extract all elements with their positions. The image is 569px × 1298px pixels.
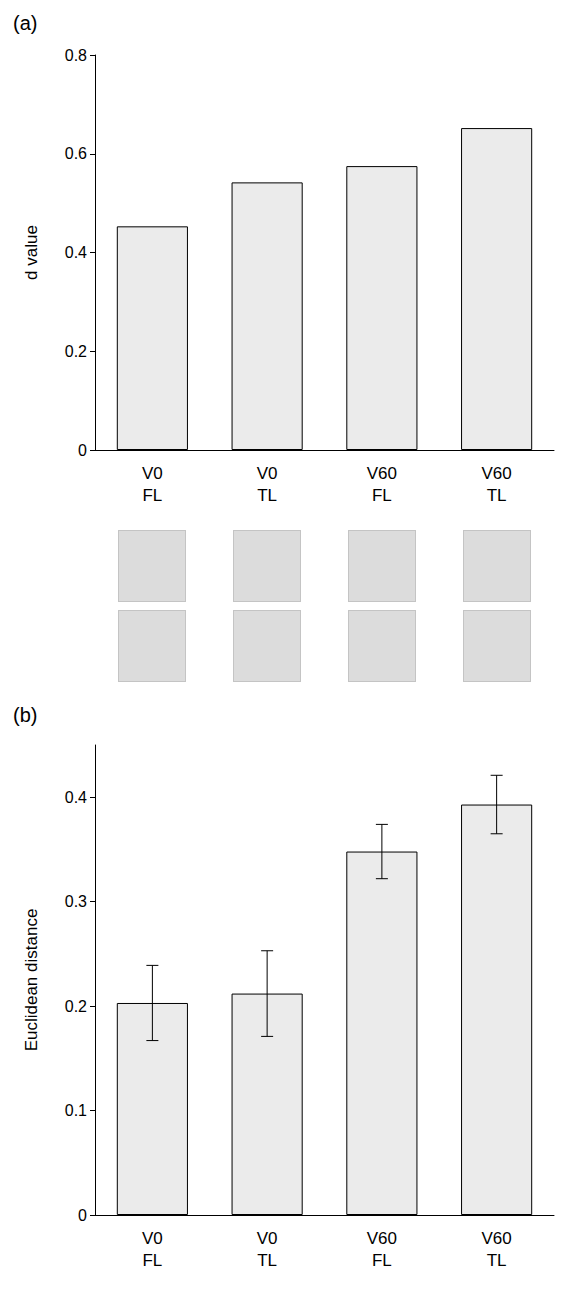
svg-text:V60: V60	[367, 464, 397, 483]
svg-text:FL: FL	[372, 1251, 392, 1270]
svg-text:TL: TL	[487, 1251, 507, 1270]
svg-text:0.2: 0.2	[65, 998, 87, 1015]
svg-text:FL: FL	[372, 486, 392, 505]
svg-text:0: 0	[78, 442, 87, 459]
svg-text:0.2: 0.2	[65, 343, 87, 360]
svg-text:V0: V0	[257, 1229, 278, 1248]
svg-text:d value: d value	[22, 225, 41, 280]
svg-text:V60: V60	[367, 1229, 397, 1248]
svg-text:V60: V60	[482, 1229, 512, 1248]
svg-text:(a): (a)	[13, 12, 37, 34]
svg-text:(b): (b)	[13, 704, 37, 726]
svg-text:V0: V0	[142, 464, 163, 483]
svg-text:0.3: 0.3	[65, 893, 87, 910]
svg-text:0.4: 0.4	[65, 789, 87, 806]
svg-text:FL: FL	[142, 486, 162, 505]
svg-text:0.1: 0.1	[65, 1102, 87, 1119]
svg-text:FL: FL	[142, 1251, 162, 1270]
svg-text:0: 0	[78, 1207, 87, 1224]
svg-text:0.8: 0.8	[65, 47, 87, 64]
svg-text:0.4: 0.4	[65, 244, 87, 261]
svg-text:TL: TL	[257, 1251, 277, 1270]
svg-text:TL: TL	[257, 486, 277, 505]
svg-text:Euclidean distance: Euclidean distance	[22, 909, 41, 1052]
svg-text:V60: V60	[482, 464, 512, 483]
svg-text:0.6: 0.6	[65, 145, 87, 162]
svg-text:TL: TL	[487, 486, 507, 505]
svg-text:V0: V0	[142, 1229, 163, 1248]
svg-text:V0: V0	[257, 464, 278, 483]
